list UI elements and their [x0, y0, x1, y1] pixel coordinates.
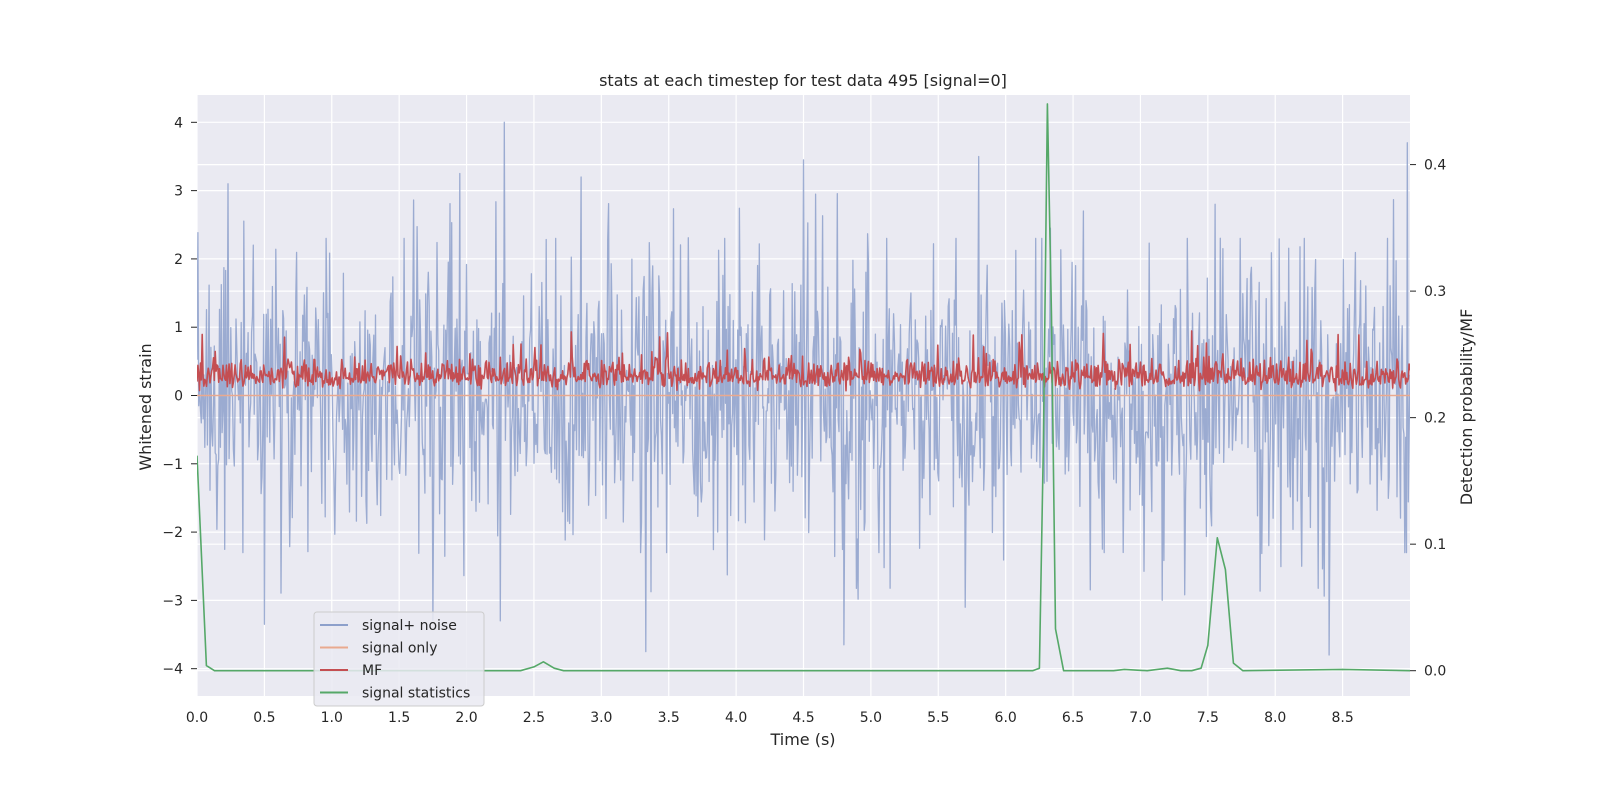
x-tick-label: 5.5	[927, 710, 949, 726]
x-tick-label: 2.5	[523, 710, 545, 726]
y2-tick-label: 0.4	[1424, 158, 1446, 174]
y-tick-label: 2	[174, 252, 183, 268]
x-tick-label: 0.0	[186, 710, 208, 726]
legend-label-signal-noise: signal+ noise	[362, 618, 457, 634]
y-tick-label: 0	[174, 389, 183, 405]
x-tick-label: 4.5	[792, 710, 814, 726]
y-axis-ticks: 4 3 2 1 0 −1 −2 −3 −4	[162, 115, 197, 678]
x-tick-label: 2.0	[455, 710, 477, 726]
y-tick-label: −3	[162, 593, 183, 609]
y-tick-label: −4	[162, 662, 183, 678]
y2-tick-label: 0.1	[1424, 537, 1446, 553]
y-tick-label: −2	[162, 525, 183, 541]
series-line-mf	[197, 330, 1410, 392]
x-tick-label: 6.0	[995, 710, 1017, 726]
x-axis-ticks: 0.0 0.5 1.0 1.5 2.0 2.5 3.0 3.5 4.0 4.5 5.0 5.5 6.0 6…	[186, 710, 1354, 726]
series-group	[197, 103, 1410, 672]
y2-axis-ticks: 0.4 0.3 0.2 0.1 0.0	[1410, 158, 1446, 680]
x-tick-label: 8.0	[1264, 710, 1286, 726]
y2-tick-label: 0.0	[1424, 664, 1446, 680]
legend-label-signal-only: signal only	[362, 641, 437, 657]
series-line-signal-statistics	[197, 103, 1410, 672]
x-tick-label: 7.5	[1197, 710, 1219, 726]
y2-axis-label: Detection probability/MF	[1457, 309, 1476, 506]
series-line-signal-noise	[197, 121, 1410, 656]
y-tick-label: 1	[174, 320, 183, 336]
y-tick-label: 3	[174, 184, 183, 200]
y-tick-label: 4	[174, 115, 183, 131]
chart-title: stats at each timestep for test data 495…	[599, 71, 1007, 90]
x-tick-label: 4.0	[725, 710, 747, 726]
x-tick-label: 1.5	[388, 710, 410, 726]
x-tick-label: 1.0	[321, 710, 343, 726]
legend-label-signal-statistics: signal statistics	[362, 686, 470, 702]
y2-tick-label: 0.3	[1424, 284, 1446, 300]
x-tick-label: 5.0	[860, 710, 882, 726]
legend-box	[313, 611, 485, 707]
legend: signal+ noise signal only MF signal statist…	[313, 611, 485, 707]
x-tick-label: 3.5	[658, 710, 680, 726]
y2-tick-label: 0.2	[1424, 411, 1446, 427]
legend-label-mf: MF	[362, 663, 382, 679]
x-tick-label: 7.0	[1129, 710, 1151, 726]
x-tick-label: 3.0	[590, 710, 612, 726]
x-tick-label: 8.5	[1331, 710, 1353, 726]
y-tick-label: −1	[162, 457, 183, 473]
y-axis-label: Whitened strain	[136, 343, 155, 470]
x-tick-label: 0.5	[253, 710, 275, 726]
x-tick-label: 6.5	[1062, 710, 1084, 726]
x-axis-label: Time (s)	[769, 730, 835, 749]
